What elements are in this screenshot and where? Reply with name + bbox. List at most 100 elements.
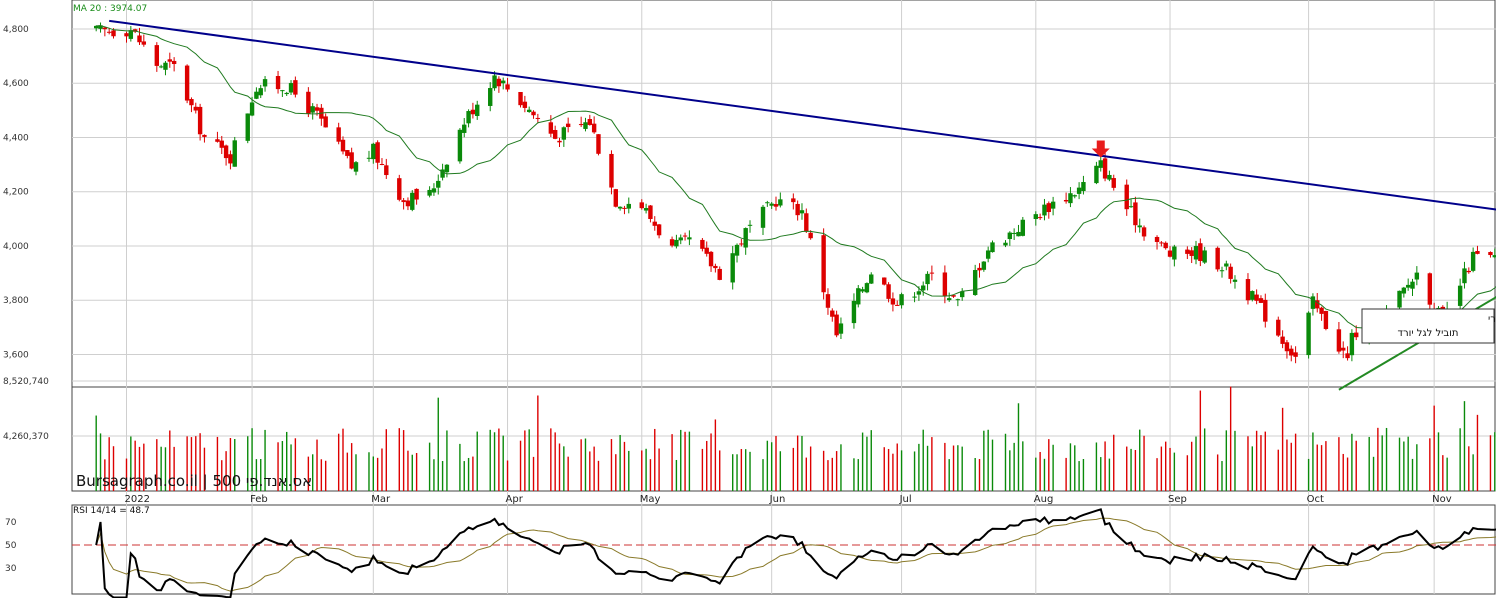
candle-body <box>1475 250 1480 254</box>
candle-body <box>470 109 476 115</box>
candle-body <box>981 261 987 270</box>
candle-body <box>639 202 644 209</box>
candle-body <box>1081 182 1086 192</box>
candle-body <box>548 122 554 134</box>
candle-body <box>743 228 748 248</box>
candle-body <box>1410 281 1415 289</box>
rsi-line <box>95 508 1496 598</box>
candle-body <box>1258 298 1264 303</box>
candle-body <box>652 221 657 226</box>
candle-body <box>1219 270 1225 272</box>
candle-body <box>1167 250 1173 257</box>
candle-body <box>1050 201 1056 209</box>
candle-body <box>306 91 311 114</box>
candle-body <box>929 272 935 274</box>
candle-body <box>1033 214 1038 220</box>
candle-body <box>947 298 952 301</box>
candle-body <box>1310 296 1316 309</box>
x-tick-label: Sep <box>1168 494 1187 505</box>
candle-body <box>834 314 839 336</box>
candle-body <box>202 134 207 137</box>
candle-body <box>804 213 809 232</box>
candle-body <box>557 140 562 143</box>
candle-body <box>1128 206 1134 208</box>
candle-body <box>1193 245 1199 260</box>
candle-body <box>643 208 649 211</box>
candle-body <box>882 277 887 285</box>
candle-body <box>141 41 147 45</box>
candle-body <box>1250 291 1255 300</box>
candle-body <box>955 299 961 301</box>
candle-body <box>193 106 198 111</box>
rsi-tick-label: 30 <box>5 564 17 574</box>
candle-body <box>674 239 679 247</box>
candle-body <box>1284 342 1290 352</box>
candle-body <box>825 294 831 308</box>
rsi-tick-label: 70 <box>5 518 17 528</box>
candle-body <box>1202 250 1207 263</box>
candle-body <box>1020 219 1026 236</box>
candle-body <box>1263 299 1268 322</box>
candle-body <box>1466 270 1471 273</box>
candle-body <box>890 298 896 305</box>
annotation-frame <box>1361 308 1495 344</box>
candle-body <box>769 203 774 206</box>
candle-body <box>366 157 372 159</box>
candle-body <box>228 154 233 164</box>
candle-body <box>1289 348 1294 356</box>
candle-body <box>310 106 315 113</box>
candle-body <box>648 205 653 220</box>
candle-body <box>1094 165 1099 184</box>
x-tick-label: Jul <box>899 494 912 505</box>
x-tick-label: Apr <box>506 494 524 505</box>
price-tick-label: 4,200 <box>3 188 29 198</box>
candle-body <box>1037 217 1043 219</box>
candle-body <box>895 304 900 306</box>
candle-body <box>1224 263 1229 267</box>
candle-body <box>609 153 614 188</box>
candle-body <box>1276 319 1281 336</box>
ma20-line <box>96 25 1496 332</box>
candle-body <box>1141 227 1147 237</box>
candle-body <box>1016 231 1021 237</box>
candle-body <box>457 129 463 162</box>
candle-body <box>591 123 597 133</box>
candle-body <box>682 235 688 237</box>
candle-body <box>1401 287 1407 294</box>
candle-body <box>475 104 480 117</box>
candle-body <box>1354 332 1359 338</box>
candle-body <box>137 35 142 43</box>
candle-body <box>492 75 497 89</box>
candle-body <box>1172 246 1177 260</box>
candle-body <box>1007 232 1013 240</box>
price-tick-label: 4,400 <box>3 133 29 143</box>
candle-body <box>617 206 623 209</box>
candle-body <box>869 274 874 284</box>
candle-body <box>739 243 744 245</box>
candle-body <box>1107 174 1112 180</box>
candle-body <box>111 30 116 37</box>
candle-body <box>232 140 237 167</box>
candle-body <box>821 235 826 293</box>
candle-body <box>526 109 532 113</box>
ma-indicator-label: MA 20 : 3974.07 <box>73 4 147 14</box>
candle-body <box>258 88 263 96</box>
candle-body <box>622 207 627 209</box>
candle-body <box>808 232 813 239</box>
candle-body <box>249 102 255 116</box>
candle-body <box>1245 279 1251 301</box>
candle-body <box>687 237 692 240</box>
down-arrow-marker <box>1091 140 1110 158</box>
candle-body <box>626 203 631 209</box>
candle-body <box>314 107 320 111</box>
candle-body <box>864 283 870 293</box>
candle-body <box>765 202 770 204</box>
candle-body <box>1488 252 1493 256</box>
annotation-box: שבירת הקו העולה המינורי תוביל לגל יורד <box>1361 308 1496 344</box>
candle-body <box>583 122 588 129</box>
candle-body <box>1102 158 1108 179</box>
candle-body <box>851 300 857 324</box>
candle-body <box>972 270 978 296</box>
candle-body <box>977 267 982 271</box>
candle-body <box>496 78 502 87</box>
